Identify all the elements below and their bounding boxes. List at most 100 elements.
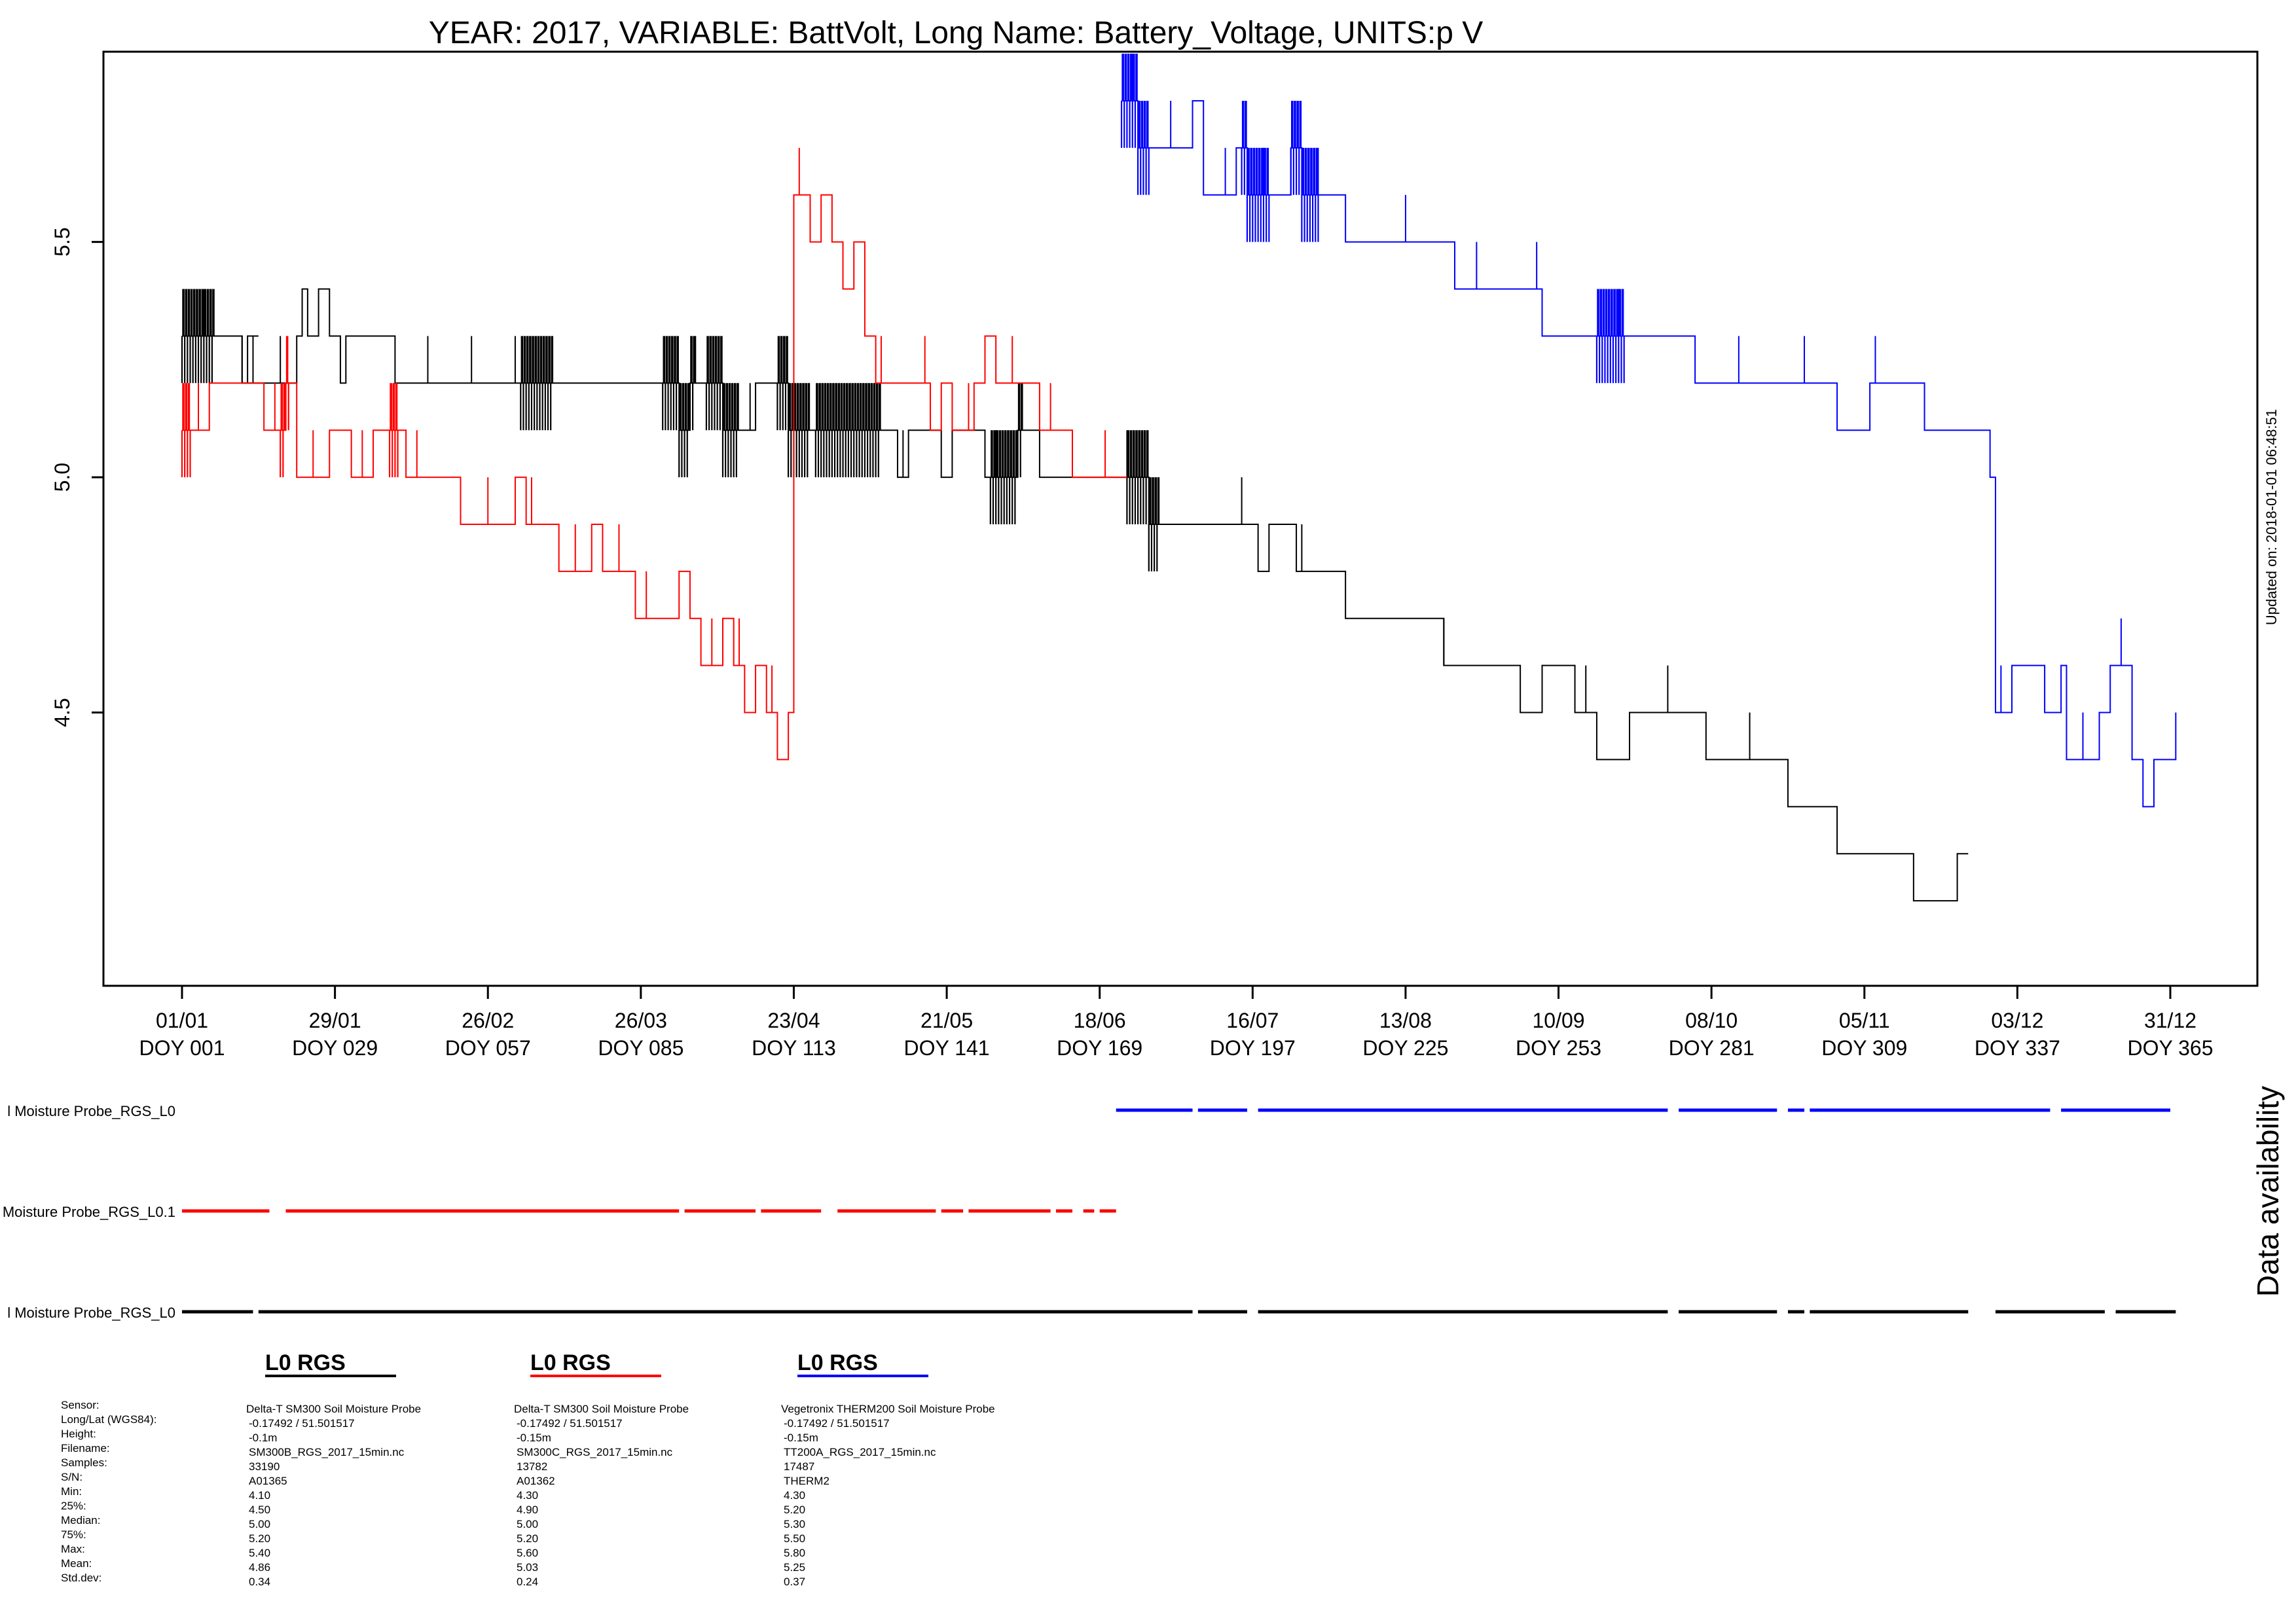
x-tick-date: 13/08 xyxy=(1379,1009,1432,1032)
info-label: Filename: xyxy=(61,1442,110,1454)
info-value: 0.24 xyxy=(517,1576,538,1588)
info-value: SM300B_RGS_2017_15min.nc xyxy=(249,1446,405,1458)
info-label: 25%: xyxy=(61,1500,86,1512)
x-tick-doy: DOY 169 xyxy=(1057,1036,1142,1060)
info-value: TT200A_RGS_2017_15min.nc xyxy=(784,1446,936,1458)
x-tick-doy: DOY 337 xyxy=(1975,1036,2060,1060)
info-column-3: Vegetronix THERM200 Soil Moisture Probe -… xyxy=(781,1403,995,1588)
info-value: A01362 xyxy=(517,1475,555,1487)
info-label: 75%: xyxy=(61,1528,86,1541)
availability-row-label: l Moisture Probe_RGS_L0 xyxy=(7,1305,175,1321)
info-value: 17487 xyxy=(784,1460,814,1473)
series-line xyxy=(1121,99,2177,808)
info-value: THERM2 xyxy=(784,1475,829,1487)
legend-entry-2: L0 RGS xyxy=(530,1350,661,1377)
legend-entry-3: L0 RGS xyxy=(797,1350,928,1377)
x-tick-date: 31/12 xyxy=(2144,1009,2196,1032)
x-tick-date: 18/06 xyxy=(1074,1009,1126,1032)
info-value: 5.00 xyxy=(249,1518,270,1530)
availability-row-1: l Moisture Probe_RGS_L0 xyxy=(7,1103,2170,1119)
info-value: 5.03 xyxy=(517,1561,538,1574)
info-value: 5.20 xyxy=(784,1504,805,1516)
info-label: Samples: xyxy=(61,1456,107,1469)
info-table: Sensor: Long/Lat (WGS84): Height: Filename:… xyxy=(61,1399,995,1588)
series-line xyxy=(182,194,1127,761)
legend-title: L0 RGS xyxy=(797,1350,878,1375)
x-tick-date: 21/05 xyxy=(920,1009,973,1032)
info-label: Min: xyxy=(61,1485,82,1498)
y-tick-label: 4.5 xyxy=(50,698,74,727)
info-value: 5.40 xyxy=(249,1547,270,1559)
info-label: Height: xyxy=(61,1428,96,1440)
info-value: Vegetronix THERM200 Soil Moisture Probe xyxy=(781,1403,995,1415)
info-value: 5.30 xyxy=(784,1518,805,1530)
info-value: 0.37 xyxy=(784,1576,805,1588)
series-3 xyxy=(1120,54,2177,808)
x-tick-doy: DOY 001 xyxy=(139,1036,225,1060)
updated-timestamp: Updated on: 2018-01-01 06:48:51 xyxy=(2263,409,2280,625)
info-value: -0.15m xyxy=(517,1432,551,1444)
legend: L0 RGS L0 RGS L0 RGS xyxy=(265,1350,928,1377)
series-line xyxy=(182,288,1969,902)
series-1 xyxy=(181,288,1969,902)
availability-layer: l Moisture Probe_RGS_L0 Moisture Probe_RG… xyxy=(3,1103,2176,1321)
x-tick-doy: DOY 197 xyxy=(1210,1036,1296,1060)
y-axis: 4.5 5.0 5.5 xyxy=(50,227,103,727)
info-value: 4.30 xyxy=(784,1489,805,1502)
y-tick-label: 5.0 xyxy=(50,463,74,492)
info-value: 5.00 xyxy=(517,1518,538,1530)
info-value: 4.50 xyxy=(249,1504,270,1516)
info-value: -0.17492 / 51.501517 xyxy=(784,1417,890,1430)
x-tick-doy: DOY 057 xyxy=(445,1036,531,1060)
info-value: 4.86 xyxy=(249,1561,270,1574)
info-value: 5.80 xyxy=(784,1547,805,1559)
series-2 xyxy=(181,147,1127,761)
y-tick-label: 5.5 xyxy=(50,227,74,256)
x-axis: 01/01 DOY 001 29/01 DOY 029 26/02 DOY 057 26/0… xyxy=(139,986,2214,1060)
info-value: 0.34 xyxy=(249,1576,270,1588)
info-column-1: Delta-T SM300 Soil Moisture Probe -0.1749… xyxy=(246,1403,421,1588)
info-label: Mean: xyxy=(61,1557,92,1570)
x-tick-doy: DOY 029 xyxy=(292,1036,378,1060)
legend-title: L0 RGS xyxy=(530,1350,611,1375)
availability-label: Data availability xyxy=(2251,1086,2285,1297)
legend-entry-1: L0 RGS xyxy=(265,1350,396,1377)
x-tick-date: 16/07 xyxy=(1226,1009,1279,1032)
x-tick-doy: DOY 225 xyxy=(1362,1036,1448,1060)
info-value: 4.10 xyxy=(249,1489,270,1502)
info-value: Delta-T SM300 Soil Moisture Probe xyxy=(514,1403,689,1415)
info-value: 5.60 xyxy=(517,1547,538,1559)
x-tick-doy: DOY 141 xyxy=(904,1036,990,1060)
x-tick-doy: DOY 085 xyxy=(598,1036,683,1060)
info-value: Delta-T SM300 Soil Moisture Probe xyxy=(246,1403,421,1415)
x-tick-doy: DOY 113 xyxy=(752,1036,836,1060)
x-tick-doy: DOY 281 xyxy=(1669,1036,1755,1060)
availability-row-label: l Moisture Probe_RGS_L0 xyxy=(7,1103,175,1119)
info-label: Std.dev: xyxy=(61,1572,101,1584)
x-tick-date: 08/10 xyxy=(1685,1009,1738,1032)
info-value: -0.17492 / 51.501517 xyxy=(517,1417,623,1430)
availability-row-3: l Moisture Probe_RGS_L0 xyxy=(7,1305,2176,1321)
info-label: S/N: xyxy=(61,1471,82,1483)
info-value: -0.1m xyxy=(249,1432,277,1444)
x-tick-doy: DOY 365 xyxy=(2127,1036,2213,1060)
info-value: 33190 xyxy=(249,1460,280,1473)
series-layer xyxy=(181,54,2177,902)
x-tick-doy: DOY 253 xyxy=(1516,1036,1601,1060)
x-tick-date: 29/01 xyxy=(309,1009,361,1032)
x-tick-date: 26/03 xyxy=(615,1009,667,1032)
x-tick-date: 01/01 xyxy=(156,1009,208,1032)
info-value: SM300C_RGS_2017_15min.nc xyxy=(517,1446,673,1458)
x-tick-doy: DOY 309 xyxy=(1821,1036,1907,1060)
info-value: 5.50 xyxy=(784,1532,805,1545)
x-tick-date: 26/02 xyxy=(462,1009,514,1032)
info-label: Long/Lat (WGS84): xyxy=(61,1413,156,1426)
availability-row-label: Moisture Probe_RGS_L0.1 xyxy=(3,1204,175,1220)
info-value: A01365 xyxy=(249,1475,287,1487)
info-value: 13782 xyxy=(517,1460,547,1473)
info-value: -0.17492 / 51.501517 xyxy=(249,1417,355,1430)
info-label: Median: xyxy=(61,1514,100,1526)
plot-frame xyxy=(102,50,2259,987)
info-value: 5.20 xyxy=(249,1532,270,1545)
